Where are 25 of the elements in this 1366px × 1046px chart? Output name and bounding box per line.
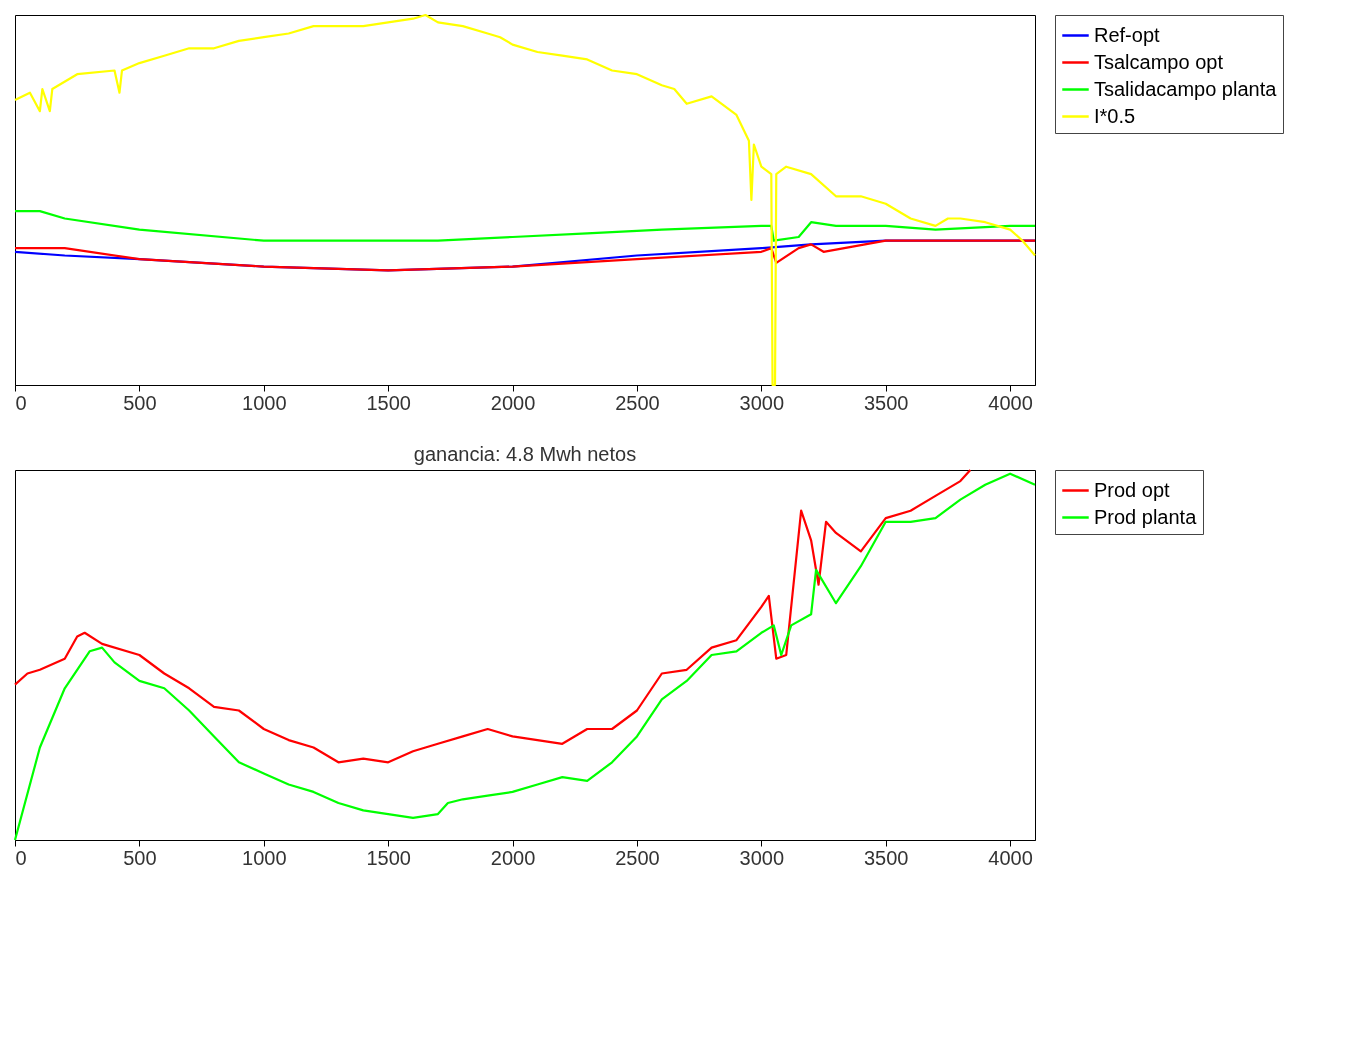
x-tick-label: 1500 — [366, 391, 411, 414]
legend-label: I*0.5 — [1094, 104, 1136, 127]
x-tick-label: 4000 — [988, 391, 1033, 414]
x-tick-label: 3000 — [739, 391, 785, 414]
x-tick-label: 3500 — [863, 391, 909, 414]
x-tick-label: 0 — [15, 391, 27, 414]
x-tick-label: 4000 — [988, 846, 1033, 869]
legend-label: Ref-opt — [1094, 23, 1161, 46]
x-tick-label: 500 — [123, 391, 157, 414]
x-tick-label: 0 — [15, 846, 27, 869]
legend-label: Tsalidacampo planta — [1094, 77, 1278, 100]
x-tick-label: 2500 — [615, 391, 660, 414]
x-tick-label: 3000 — [739, 846, 785, 869]
x-tick-label: 2000 — [490, 846, 536, 869]
chart-title: ganancia: 4.8 Mwh netos — [413, 442, 637, 465]
x-tick-label: 1500 — [366, 846, 411, 869]
legend-label: Prod opt — [1094, 478, 1171, 501]
x-tick-label: 1000 — [242, 391, 287, 414]
legend-label: Tsalcampo opt — [1094, 50, 1224, 73]
x-tick-label: 3500 — [863, 846, 909, 869]
x-tick-label: 1000 — [242, 846, 287, 869]
x-tick-label: 2500 — [615, 846, 660, 869]
x-tick-label: 2000 — [490, 391, 536, 414]
x-tick-label: 500 — [123, 846, 157, 869]
legend-label: Prod planta — [1094, 505, 1198, 528]
